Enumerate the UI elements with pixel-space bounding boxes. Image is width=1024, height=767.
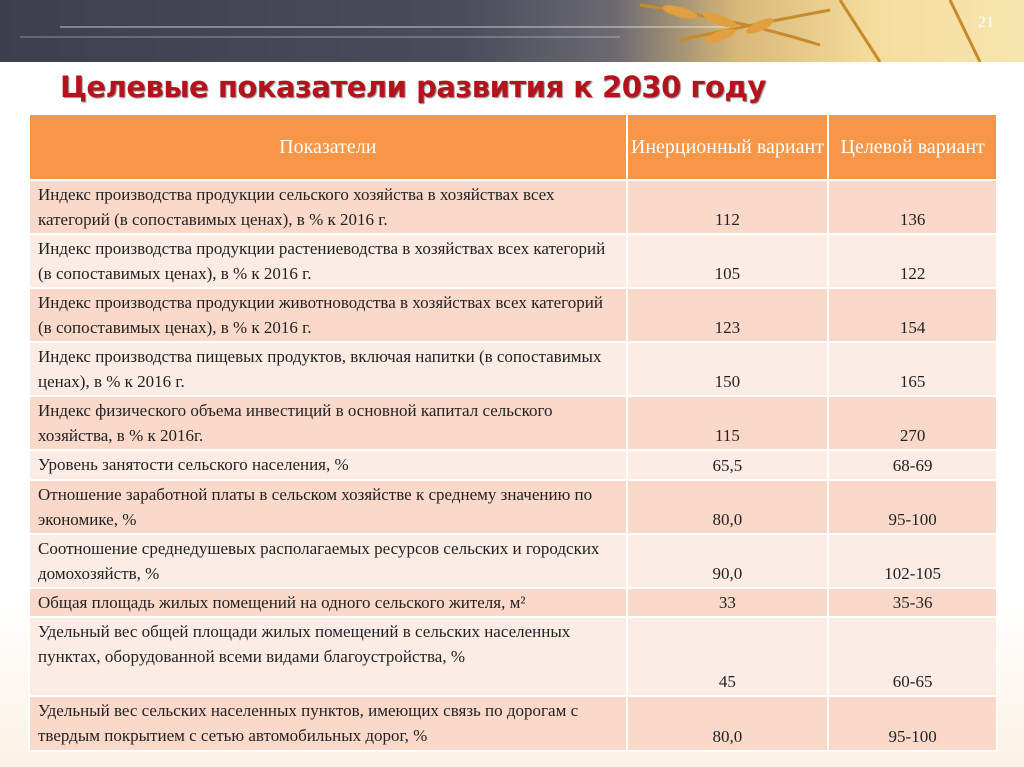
cell-inertial: 90,0	[625, 533, 830, 589]
table-header-row: Показатели Инерционный вариант Целевой в…	[28, 113, 998, 181]
cell-indicator: Индекс производства продукции животновод…	[28, 287, 628, 343]
cell-target: 102-105	[827, 533, 998, 589]
cell-indicator: Соотношение среднедушевых располагаемых …	[28, 533, 628, 589]
cell-inertial: 80,0	[625, 479, 830, 535]
indicators-table: Показатели Инерционный вариант Целевой в…	[28, 113, 998, 752]
cell-target: 35-36	[827, 587, 998, 618]
cell-target: 154	[827, 287, 998, 343]
table-row: Индекс производства продукции сельского …	[28, 179, 998, 235]
page-title: Целевые показатели развития к 2030 году	[60, 70, 766, 104]
table-row: Индекс производства продукции растениево…	[28, 233, 998, 289]
table-row: Индекс производства пищевых продуктов, в…	[28, 341, 998, 397]
table-row: Индекс производства продукции животновод…	[28, 287, 998, 343]
light-streak	[20, 36, 620, 38]
cell-inertial: 45	[625, 616, 830, 697]
cell-target: 270	[827, 395, 998, 451]
light-streak	[60, 26, 760, 28]
cell-indicator: Индекс производства пищевых продуктов, в…	[28, 341, 628, 397]
cell-inertial: 123	[625, 287, 830, 343]
column-header-inertial: Инерционный вариант	[625, 113, 830, 181]
cell-indicator: Индекс производства продукции растениево…	[28, 233, 628, 289]
cell-inertial: 65,5	[625, 449, 830, 481]
cell-indicator: Удельный вес общей площади жилых помещен…	[28, 616, 628, 697]
cell-inertial: 33	[625, 587, 830, 618]
cell-target: 60-65	[827, 616, 998, 697]
table-row: Индекс физического объема инвестиций в о…	[28, 395, 998, 451]
table-row: Удельный вес сельских населенных пунктов…	[28, 695, 998, 752]
table-row: Удельный вес общей площади жилых помещен…	[28, 616, 998, 697]
slide-number: 21	[978, 14, 994, 31]
cell-target: 68-69	[827, 449, 998, 481]
cell-indicator: Индекс физического объема инвестиций в о…	[28, 395, 628, 451]
cell-target: 95-100	[827, 479, 998, 535]
table-row: Общая площадь жилых помещений на одного …	[28, 587, 998, 618]
cell-inertial: 105	[625, 233, 830, 289]
cell-inertial: 80,0	[625, 695, 830, 752]
cell-inertial: 150	[625, 341, 830, 397]
table-row: Уровень занятости сельского населения, %…	[28, 449, 998, 481]
cell-indicator: Общая площадь жилых помещений на одного …	[28, 587, 628, 618]
wheat-image	[639, 0, 982, 62]
cell-target: 165	[827, 341, 998, 397]
column-header-indicator: Показатели	[28, 113, 628, 181]
column-header-target: Целевой вариант	[827, 113, 998, 181]
cell-target: 122	[827, 233, 998, 289]
table-row: Соотношение среднедушевых располагаемых …	[28, 533, 998, 589]
cell-target: 95-100	[827, 695, 998, 752]
table-row: Отношение заработной платы в сельском хо…	[28, 479, 998, 535]
cell-indicator: Удельный вес сельских населенных пунктов…	[28, 695, 628, 752]
cell-target: 136	[827, 179, 998, 235]
header-banner: 21	[0, 0, 1024, 62]
cell-inertial: 115	[625, 395, 830, 451]
cell-inertial: 112	[625, 179, 830, 235]
cell-indicator: Отношение заработной платы в сельском хо…	[28, 479, 628, 535]
cell-indicator: Индекс производства продукции сельского …	[28, 179, 628, 235]
cell-indicator: Уровень занятости сельского населения, %	[28, 449, 628, 481]
